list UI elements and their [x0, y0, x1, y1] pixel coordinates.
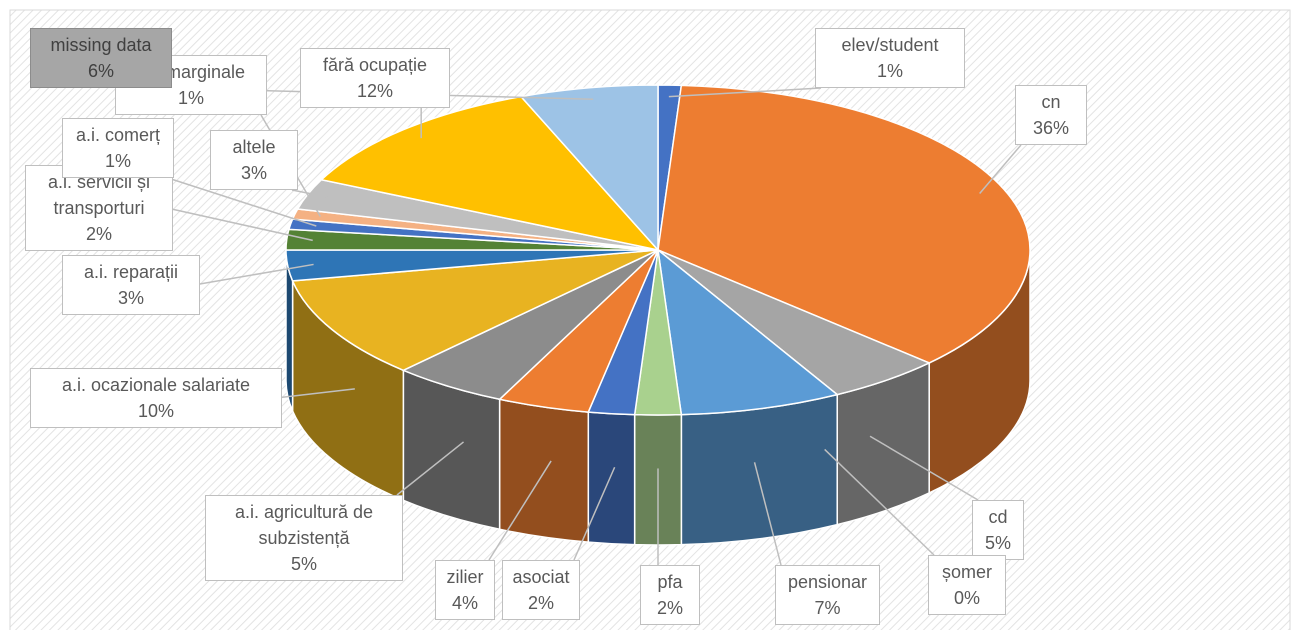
data-label: cd 5% [972, 500, 1024, 560]
pie-slice [656, 248, 839, 416]
data-label: missing data 6% [30, 28, 172, 88]
label-value: 10% [137, 401, 175, 421]
label-value: 2% [656, 598, 683, 618]
data-label: cn 36% [1015, 85, 1087, 145]
label-value: 3% [117, 288, 144, 308]
pie-side [587, 411, 636, 546]
label-value: 2% [527, 593, 554, 613]
leader-line [291, 189, 333, 199]
label-value: 6% [87, 61, 114, 81]
label-value: 5% [984, 533, 1011, 553]
label-value: 7% [814, 598, 841, 618]
data-label: pfa 2% [640, 565, 700, 625]
label-category: a.i. ocazionale salariate [61, 375, 251, 395]
pie-slice [519, 84, 659, 252]
leader-line [193, 263, 314, 286]
label-category: a.i. reparații [83, 262, 179, 282]
label-value: 36% [1032, 118, 1070, 138]
label-value: 1% [876, 61, 903, 81]
label-value: 1% [177, 88, 204, 108]
leader-line [869, 435, 979, 501]
data-label: altele 3% [210, 130, 298, 190]
data-label: elev/student 1% [815, 28, 965, 88]
data-label: șomer 0% [928, 555, 1006, 615]
data-label: a.i. reparații 3% [62, 255, 200, 315]
data-label: a.i. ocazionale salariate 10% [30, 368, 282, 428]
label-category: zilier [446, 567, 484, 587]
leader-line [396, 441, 465, 496]
leader-line [166, 207, 313, 242]
data-label: fără ocupație 12% [300, 48, 450, 108]
pie-side [680, 393, 838, 546]
data-label: a.i. comerț 1% [62, 118, 174, 178]
pie-slice [319, 95, 661, 252]
data-label: zilier 4% [435, 560, 495, 620]
label-value: 12% [356, 81, 394, 101]
label-category: fără ocupație [322, 55, 428, 75]
pie-slice [657, 84, 1031, 364]
label-category: a.i. agricultură de subzistență [234, 502, 374, 548]
leader-line [275, 388, 355, 399]
label-value: 3% [240, 163, 267, 183]
label-category: missing data [50, 35, 152, 55]
label-category: asociat [512, 567, 570, 587]
leader-line [488, 460, 552, 561]
leader-line [753, 462, 782, 566]
data-label: a.i. agricultură de subzistență 5% [205, 495, 403, 581]
label-category: cn [1041, 92, 1061, 112]
label-value: 1% [104, 151, 131, 171]
data-label: asociat 2% [502, 560, 580, 620]
label-value: 2% [85, 224, 112, 244]
leader-line [573, 466, 616, 561]
data-label: a.i. servicii și transporturi 2% [25, 165, 173, 251]
label-category: cd [988, 507, 1008, 527]
label-value: 4% [451, 593, 478, 613]
label-category: șomer [941, 562, 992, 582]
leader-line [167, 177, 317, 227]
data-label: pensionar 7% [775, 565, 880, 625]
label-value: 5% [290, 554, 317, 574]
label-value: 0% [953, 588, 980, 608]
label-category: pfa [657, 572, 683, 592]
label-category: elev/student [841, 35, 939, 55]
pie-slice [291, 249, 659, 372]
label-category: a.i. comerț [75, 125, 161, 145]
leader-line [979, 144, 1022, 194]
leader-line [824, 448, 935, 556]
leader-line [668, 87, 822, 98]
label-category: pensionar [787, 572, 868, 592]
label-category: altele [232, 137, 276, 157]
